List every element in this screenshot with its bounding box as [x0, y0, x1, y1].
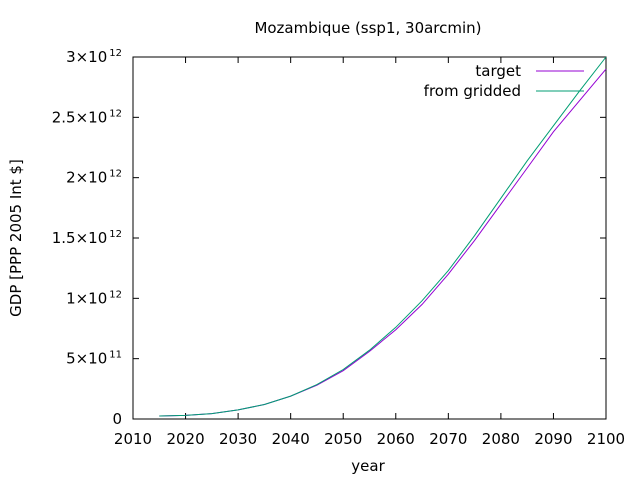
y-tick-mantissa: 1×10 [66, 289, 107, 307]
plot-frame [132, 56, 607, 420]
y-tick-mantissa: 5×10 [66, 350, 107, 368]
y-tick-exponent: 12 [109, 108, 122, 119]
y-tick-labels: 05×10 111×10 121.5×10 122×10 122.5×10 123×10 1… [52, 48, 122, 428]
x-tick-label: 2020 [166, 430, 204, 448]
y-tick-label: 5×10 11 [66, 350, 122, 368]
y-tick-exponent: 12 [109, 229, 122, 240]
series-line-from-gridded [159, 56, 607, 417]
x-tick-label: 2030 [219, 430, 257, 448]
x-tick-label: 2040 [272, 430, 310, 448]
series-line-target [159, 68, 607, 417]
y-tick-mantissa: 2×10 [66, 169, 107, 187]
y-tick-mantissa: 3×10 [66, 48, 107, 66]
y-tick-exponent: 12 [109, 289, 122, 300]
x-tick-labels: 2010 2020 2030 2040 2050 2060 2070 2080 2090 2100 [114, 430, 625, 448]
x-tick-label: 2050 [324, 430, 362, 448]
series-lines [159, 56, 607, 417]
y-tick-label: 1×10 12 [66, 289, 122, 307]
y-tick-mantissa: 2.5×10 [52, 108, 108, 126]
y-axis-title: GDP [PPP 2005 Int $] [7, 159, 25, 317]
y-tick-label: 3×10 12 [66, 48, 122, 66]
x-tick-label: 2100 [587, 430, 625, 448]
x-tick-label: 2080 [482, 430, 520, 448]
y-tick-exponent: 12 [109, 169, 122, 180]
y-tick-mantissa: 1.5×10 [52, 229, 108, 247]
y-tick-exponent: 12 [109, 48, 122, 59]
chart-title: Mozambique (ssp1, 30arcmin) [254, 19, 481, 37]
x-tick-label: 2060 [377, 430, 415, 448]
axis-ticks [132, 56, 607, 420]
legend-label: target [475, 62, 521, 80]
x-tick-label: 2070 [429, 430, 467, 448]
y-tick-mantissa: 0 [112, 410, 122, 428]
y-tick-label: 1.5×10 12 [52, 229, 122, 247]
x-tick-label: 2010 [114, 430, 152, 448]
legend: target from gridded [424, 62, 584, 100]
legend-label: from gridded [424, 82, 521, 100]
y-tick-label: 2.5×10 12 [52, 108, 122, 126]
y-tick-label: 0 [112, 410, 122, 428]
y-tick-exponent: 11 [109, 350, 122, 361]
y-tick-label: 2×10 12 [66, 169, 122, 187]
x-axis-title: year [351, 457, 385, 475]
x-tick-label: 2090 [534, 430, 572, 448]
